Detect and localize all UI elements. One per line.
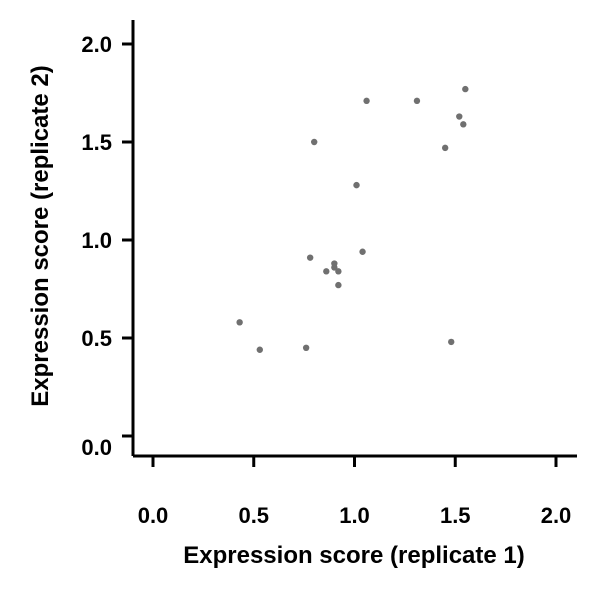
data-point	[448, 338, 455, 346]
data-point	[413, 97, 421, 105]
x-axis-ticks: 0.0 0.5 1.0 1.5 2.0	[138, 456, 572, 528]
y-axis-title: Expression score (replicate 2)	[27, 65, 54, 406]
x-tick-label: 2.0	[541, 503, 572, 528]
data-point	[441, 144, 449, 152]
data-point	[236, 319, 243, 326]
data-point	[460, 121, 467, 128]
y-tick-label: 1.0	[81, 228, 112, 253]
data-point	[462, 85, 469, 93]
data-point	[359, 248, 366, 255]
y-tick-label: 0.0	[81, 435, 112, 460]
x-tick-label: 1.0	[339, 503, 370, 528]
x-tick-label: 1.5	[440, 503, 471, 528]
data-point	[302, 344, 310, 351]
x-tick-label: 0.0	[138, 503, 169, 528]
data-point	[353, 181, 360, 189]
y-tick-label: 2.0	[81, 32, 112, 57]
y-tick-label: 1.5	[81, 130, 112, 155]
x-axis-title: Expression score (replicate 1)	[183, 542, 524, 569]
data-points	[236, 85, 469, 353]
x-tick-label: 0.5	[238, 503, 269, 528]
y-axis-ticks: 0.0 0.5 1.0 1.5 2.0	[81, 32, 133, 460]
data-point	[335, 281, 342, 289]
data-point	[335, 268, 342, 275]
data-point	[331, 260, 338, 267]
data-point	[311, 138, 318, 146]
data-point	[306, 254, 314, 261]
data-point	[456, 113, 463, 120]
data-point	[256, 346, 263, 353]
data-point	[323, 268, 330, 275]
y-tick-label: 0.5	[81, 326, 112, 351]
data-point	[363, 97, 370, 105]
